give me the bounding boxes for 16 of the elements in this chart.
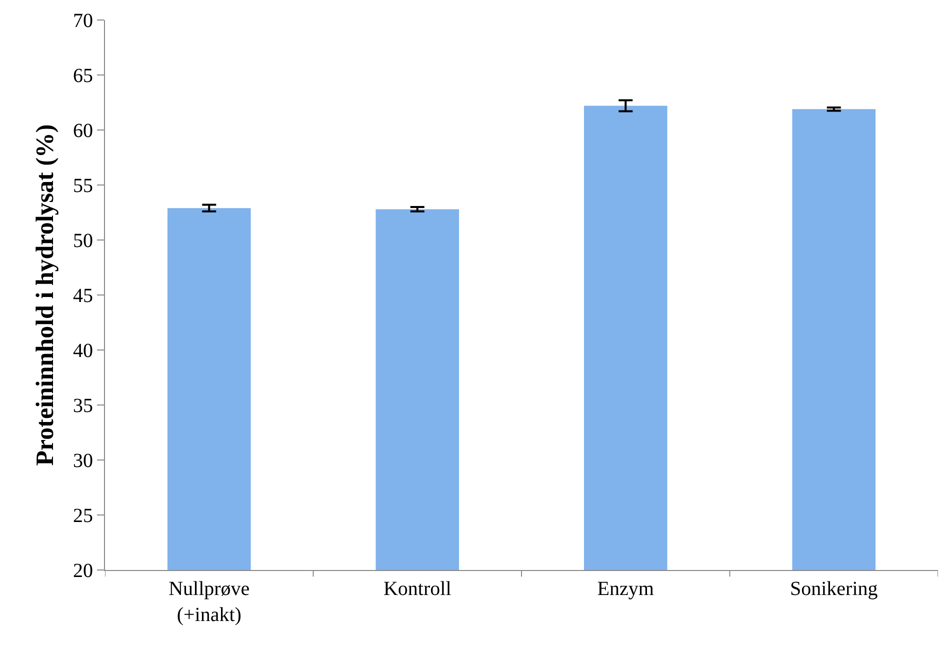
y-tick-label: 70: [73, 10, 93, 32]
y-tick-label: 35: [73, 395, 93, 417]
x-tick-label: Kontroll: [383, 578, 452, 600]
y-tick-label: 50: [73, 230, 93, 252]
y-tick-label: 55: [73, 175, 93, 197]
x-tick-label: Sonikering: [790, 578, 878, 600]
y-tick-label: 60: [73, 120, 93, 142]
x-tick-label: Enzym: [597, 578, 654, 600]
y-tick-label: 20: [73, 560, 93, 582]
y-tick-label: 65: [73, 65, 93, 87]
y-tick-label: 25: [73, 505, 93, 527]
y-tick-label: 30: [73, 450, 93, 472]
y-axis-title: Proteininnhold i hydrolysat (%): [32, 124, 59, 466]
y-tick-label: 45: [73, 285, 93, 307]
x-tick-label: Nullprøve (+inakt): [168, 578, 250, 626]
y-tick-label: 40: [73, 340, 93, 362]
